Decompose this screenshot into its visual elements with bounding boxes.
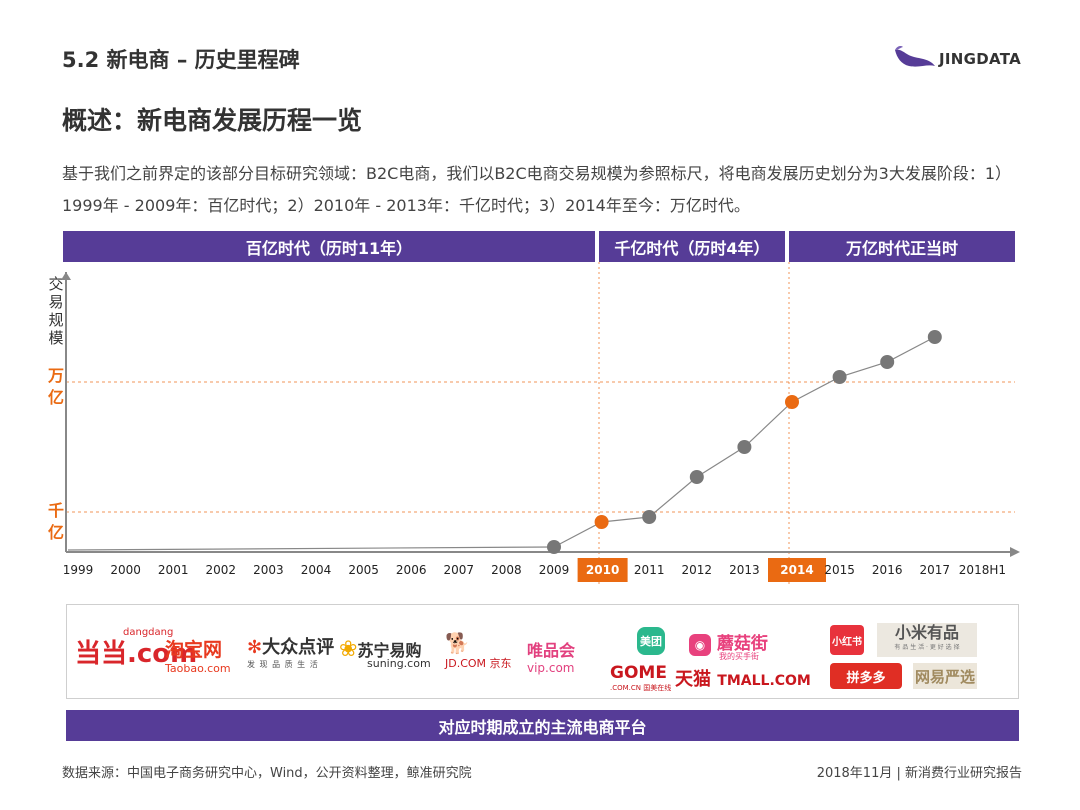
whale-icon bbox=[895, 46, 935, 67]
logo-suning: ❀苏宁易购 suning.com bbox=[339, 637, 431, 670]
x-tick-label-2015: 2015 bbox=[824, 563, 855, 577]
tick-highlight-2014 bbox=[768, 558, 826, 582]
logo-jd: 🐕 JD.COM 京东 bbox=[445, 631, 512, 670]
y-axis-arrow bbox=[61, 272, 71, 280]
era-banner-1: 百亿时代（历时11年） bbox=[63, 231, 595, 262]
era-banner-2: 千亿时代（历时4年） bbox=[599, 231, 785, 262]
series-baseline bbox=[67, 546, 555, 551]
x-tick-label-2004: 2004 bbox=[301, 563, 332, 577]
tick-highlight-2010 bbox=[577, 558, 628, 582]
x-axis-arrow bbox=[1010, 547, 1020, 557]
x-tick-label-2011: 2011 bbox=[634, 563, 665, 577]
report-date: 2018年11月 | 新消费行业研究报告 bbox=[816, 766, 1022, 781]
brand-name: JINGDATA bbox=[939, 50, 1021, 68]
section-title: 5.2 新电商 – 历史里程碑 bbox=[62, 48, 300, 72]
x-tick-label-2000: 2000 bbox=[110, 563, 141, 577]
x-tick-label-2001: 2001 bbox=[158, 563, 189, 577]
logo-vip: 唯品会 vip.com bbox=[527, 641, 576, 675]
line-chart: 1999 2000 2001 2002 2003 2004 2005 2006 2007 2008… bbox=[61, 262, 1020, 587]
x-tick-label-2006: 2006 bbox=[396, 563, 427, 577]
logo-mogujie: ◉ 蘑菇街 我的买手街 bbox=[689, 629, 768, 661]
logo-taobao: 淘宝网 Taobao.com bbox=[165, 639, 231, 675]
data-point-2012 bbox=[689, 470, 704, 484]
logo-pinduoduo: 拼多多 bbox=[830, 663, 902, 689]
jd-dog-icon: 🐕 bbox=[445, 631, 470, 655]
platform-footer-bar: 对应时期成立的主流电商平台 bbox=[66, 710, 1019, 741]
x-tick-label-2014: 2014 bbox=[780, 563, 813, 577]
data-point-2015 bbox=[832, 370, 847, 384]
data-point-2017 bbox=[927, 330, 942, 344]
data-point-2016 bbox=[880, 355, 895, 369]
x-tick-label-2013: 2013 bbox=[729, 563, 760, 577]
x-tick-label-1999: 1999 bbox=[63, 563, 94, 577]
x-tick-label-2009: 2009 bbox=[539, 563, 570, 577]
data-point-2010 bbox=[594, 515, 609, 529]
x-tick-label-2017: 2017 bbox=[920, 563, 951, 577]
main-title: 概述：新电商发展历程一览 bbox=[62, 106, 363, 135]
x-tick-label-2003: 2003 bbox=[253, 563, 284, 577]
x-tick-label-2018H1: 2018H1 bbox=[959, 563, 1006, 577]
data-point-2014 bbox=[785, 395, 799, 409]
y-marker-wan: 万亿 bbox=[47, 366, 64, 407]
logo-tmall: 天猫 TMALL.COM bbox=[675, 669, 811, 690]
data-point-2013 bbox=[737, 440, 752, 454]
logo-gome: GOME .COM.CN 国美在线 bbox=[610, 663, 672, 692]
x-tick-label-2012: 2012 bbox=[682, 563, 713, 577]
data-source: 数据来源：中国电子商务研究中心，Wind，公开资料整理，鲸准研究院 bbox=[62, 766, 472, 781]
brand-logo: JINGDATA bbox=[893, 42, 1033, 76]
logo-xiaohongshu: 小红书 bbox=[830, 625, 864, 655]
data-point-2009 bbox=[547, 540, 561, 554]
x-tick-label-2005: 2005 bbox=[348, 563, 379, 577]
x-tick-label-2007: 2007 bbox=[444, 563, 475, 577]
y-axis-label: 交易规模 bbox=[48, 275, 64, 347]
platform-logo-panel: 当当.com dangdang 淘宝网 Taobao.com ✻大众点评发 现 品… bbox=[66, 604, 1019, 699]
logo-yanxuan: 网易严选 bbox=[913, 663, 977, 689]
intro-paragraph: 基于我们之前界定的该部分目标研究领域：B2C电商，我们以B2C电商交易规模为参照… bbox=[62, 164, 1012, 215]
era-banner-3: 万亿时代正当时 bbox=[789, 231, 1015, 262]
logo-dianping: ✻大众点评发 现 品 质 生 活 bbox=[247, 637, 335, 669]
logo-youpin: 小米有品有 品 生 活 · 更 好 选 择 bbox=[877, 623, 977, 657]
x-tick-label-2010: 2010 bbox=[586, 563, 619, 577]
logo-meituan: 美团 bbox=[637, 627, 665, 655]
data-point-2011 bbox=[642, 510, 657, 524]
x-tick-label-2002: 2002 bbox=[206, 563, 237, 577]
logo-dangdang: 当当.com dangdang bbox=[75, 627, 198, 669]
x-tick-label-2016: 2016 bbox=[872, 563, 903, 577]
y-marker-qian: 千亿 bbox=[47, 501, 64, 542]
x-tick-label-2008: 2008 bbox=[491, 563, 522, 577]
